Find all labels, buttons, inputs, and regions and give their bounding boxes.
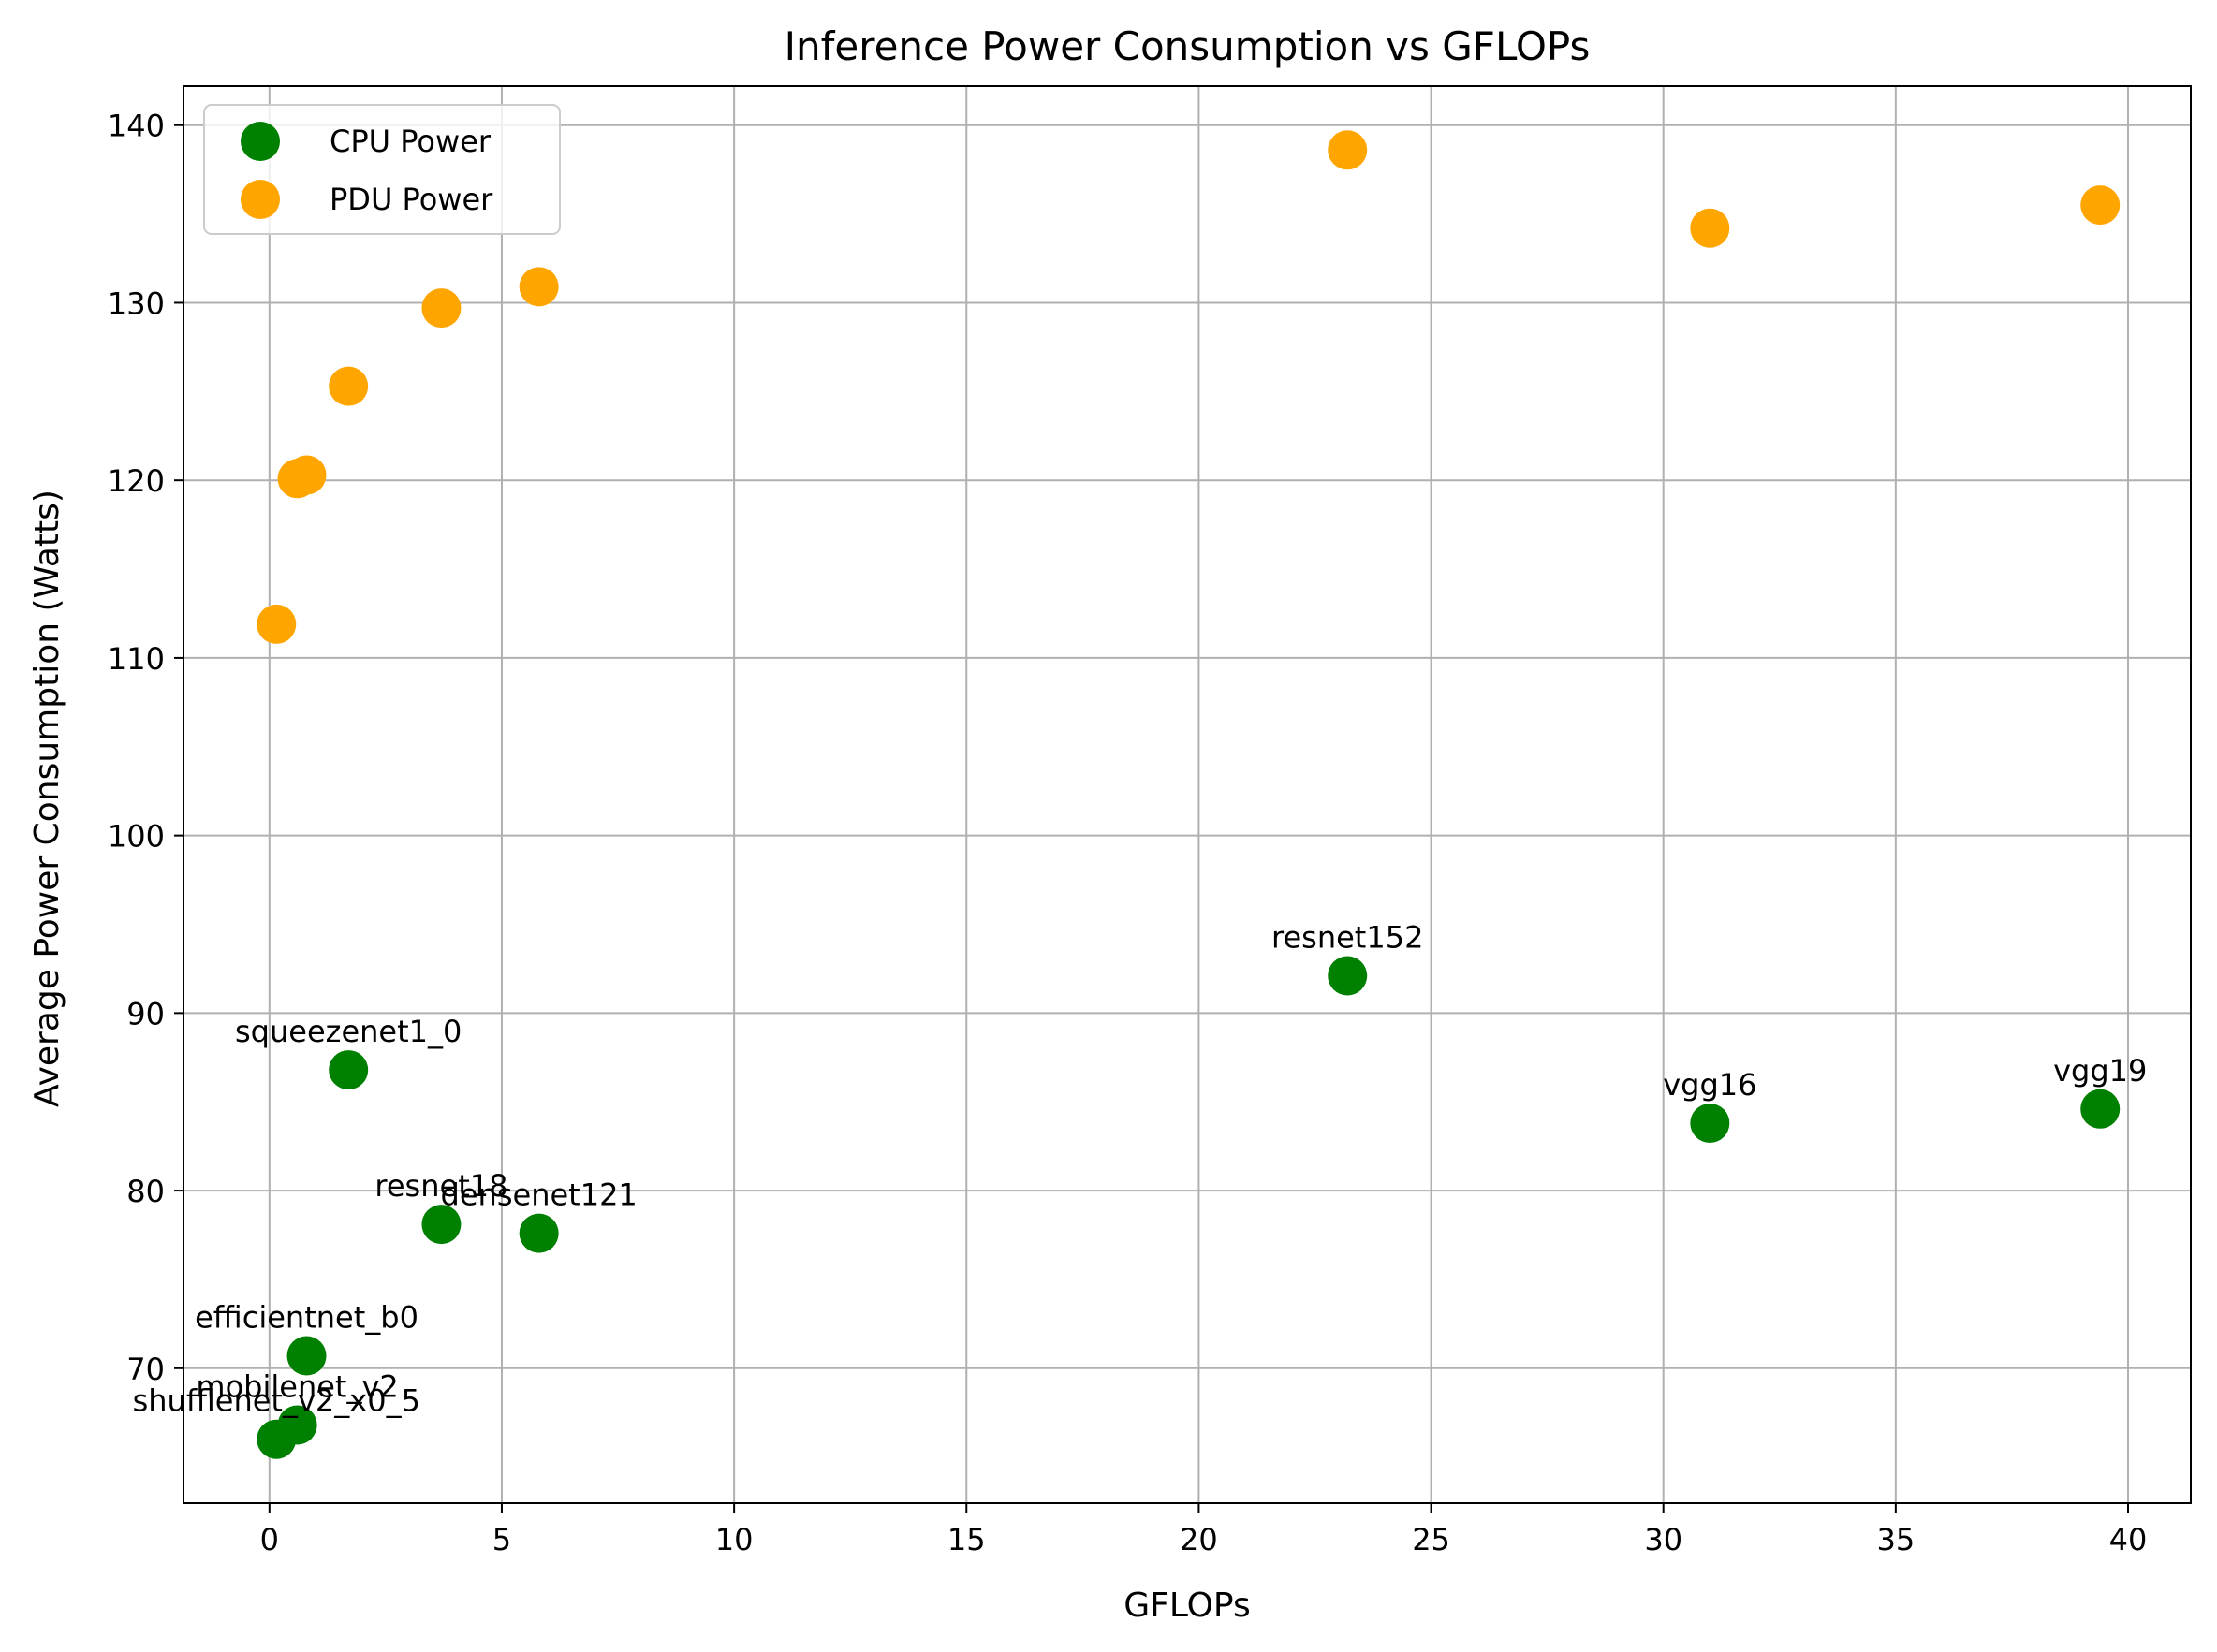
- x-tick-label: 0: [260, 1522, 279, 1557]
- plot-frame: [183, 85, 2192, 1504]
- y-axis-label: Average Power Consumption (Watts): [28, 490, 66, 1107]
- legend: CPU Power PDU Power: [203, 104, 561, 235]
- pdu-power-point: [286, 455, 327, 495]
- cpu-power-point: [519, 1213, 559, 1253]
- y-tick-label: 140: [108, 109, 165, 144]
- point-label: resnet18: [374, 1168, 507, 1204]
- cpu-power-point: [329, 1050, 369, 1090]
- cpu-power-point: [286, 1336, 327, 1376]
- x-tick-label: 5: [492, 1522, 511, 1557]
- x-tick-label: 10: [715, 1522, 754, 1557]
- y-tick-label: 100: [108, 819, 165, 855]
- x-tick-label: 20: [1180, 1522, 1218, 1557]
- axis-ticks: 0 5 10 15 20 25 30 35 40 70 80 90 100 110 120 130 140: [108, 109, 2147, 1557]
- y-tick-label: 70: [126, 1352, 165, 1387]
- legend-marker-pdu: [241, 180, 280, 219]
- y-tick-label: 110: [108, 641, 165, 677]
- point-label: vgg16: [1663, 1067, 1756, 1103]
- pdu-power-point: [421, 288, 462, 329]
- cpu-power-point: [421, 1205, 462, 1245]
- point-label: vgg19: [2053, 1053, 2147, 1089]
- pdu-power-point: [329, 366, 369, 406]
- grid: [184, 86, 2191, 1503]
- x-tick-label: 30: [1644, 1522, 1682, 1557]
- cpu-power-point: [2080, 1089, 2121, 1129]
- legend-marker-cpu: [241, 122, 280, 161]
- point-label: shufflenet_v2_x0_5: [133, 1383, 420, 1419]
- legend-box: [203, 104, 561, 235]
- point-label: mobilenet_v2: [196, 1369, 398, 1405]
- point-label: squeezenet1_0: [235, 1014, 462, 1049]
- point-label: resnet152: [1271, 920, 1423, 956]
- data-points: [257, 130, 2121, 1459]
- y-tick-label: 80: [126, 1174, 165, 1209]
- pdu-power-point: [1690, 208, 1730, 248]
- x-tick-label: 25: [1412, 1522, 1450, 1557]
- x-tick-label: 15: [947, 1522, 986, 1557]
- x-tick-label: 40: [2109, 1522, 2148, 1557]
- pdu-power-point: [2080, 185, 2121, 226]
- cpu-power-point: [1690, 1103, 1730, 1143]
- x-axis-label: GFLOPs: [1123, 1586, 1251, 1625]
- pdu-power-point: [257, 604, 297, 644]
- pdu-power-point: [519, 267, 559, 307]
- point-label: densenet121: [441, 1177, 638, 1213]
- chart-title: Inference Power Consumption vs GFLOPs: [785, 23, 1591, 69]
- cpu-power-point: [277, 1405, 317, 1445]
- legend-label-pdu: PDU Power: [330, 182, 493, 217]
- pdu-power-point: [1328, 130, 1368, 170]
- y-tick-label: 90: [126, 996, 165, 1031]
- cpu-power-point: [1328, 956, 1368, 996]
- y-tick-label: 120: [108, 463, 165, 499]
- y-tick-label: 130: [108, 285, 165, 321]
- x-tick-label: 35: [1876, 1522, 1915, 1557]
- point-label: efficientnet_b0: [195, 1300, 418, 1336]
- legend-label-cpu: CPU Power: [330, 124, 492, 159]
